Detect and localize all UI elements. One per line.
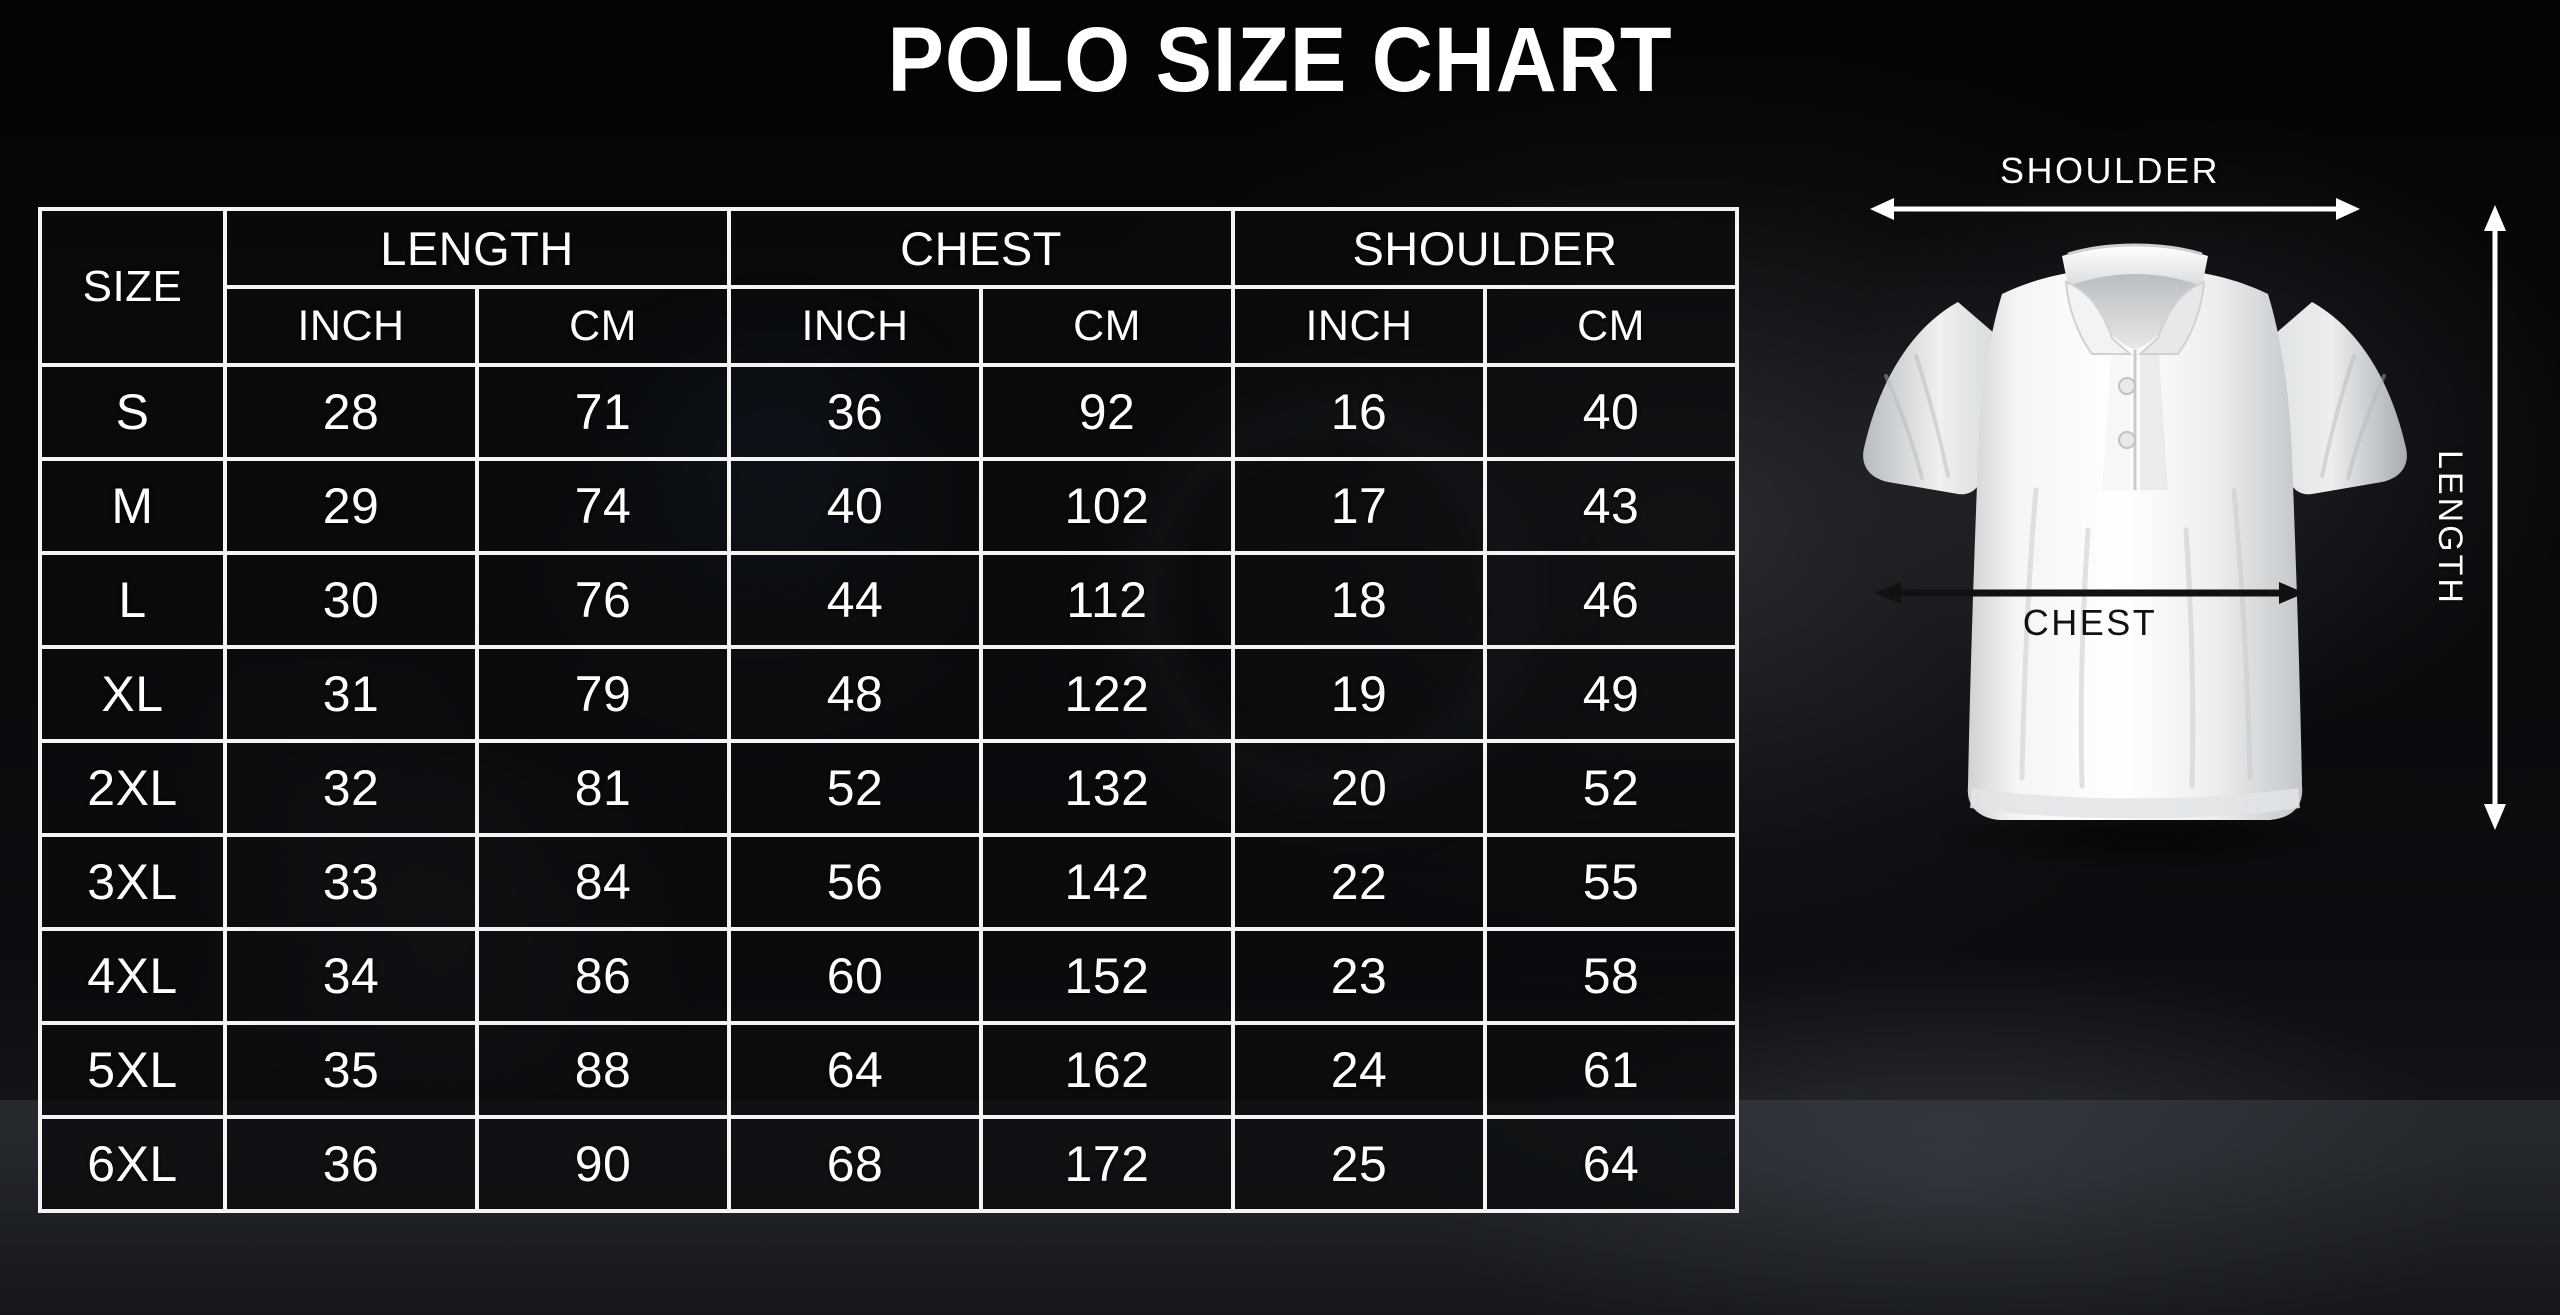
table-row: 3XL 33 84 56 142 22 55 <box>38 833 1740 931</box>
cell-size: 2XL <box>38 739 227 837</box>
header-chest-inch: INCH <box>727 285 984 367</box>
cell-length-cm: 84 <box>474 833 732 931</box>
cell-chest-cm: 102 <box>979 457 1236 555</box>
cell-length-cm: 79 <box>474 645 732 743</box>
header-group-shoulder: SHOULDER <box>1231 207 1740 289</box>
cell-shoulder-inch: 23 <box>1231 927 1488 1025</box>
page-title: POLO SIZE CHART <box>887 9 1673 111</box>
chest-arrow-icon <box>1875 582 2305 604</box>
cell-length-inch: 31 <box>223 645 479 743</box>
table-row: 4XL 34 86 60 152 23 58 <box>38 927 1740 1025</box>
cell-shoulder-cm: 52 <box>1483 739 1740 837</box>
cell-shoulder-cm: 40 <box>1483 363 1740 461</box>
cell-chest-inch: 56 <box>727 833 984 931</box>
cell-shoulder-inch: 16 <box>1231 363 1488 461</box>
cell-chest-inch: 40 <box>727 457 984 555</box>
header-chest-cm: CM <box>979 285 1236 367</box>
size-table-container: SIZE LENGTH CHEST SHOULDER INCH CM INCH … <box>38 207 1740 1213</box>
cell-length-inch: 36 <box>223 1115 479 1213</box>
length-measure-label: LENGTH <box>2431 450 2469 606</box>
cell-chest-inch: 52 <box>727 739 984 837</box>
cell-chest-inch: 44 <box>727 551 984 649</box>
header-group-length: LENGTH <box>222 207 732 289</box>
table-row: S 28 71 36 92 16 40 <box>38 363 1740 461</box>
cell-chest-inch: 68 <box>727 1115 984 1213</box>
cell-size: 4XL <box>38 927 227 1025</box>
header-shoulder-cm: CM <box>1483 285 1740 367</box>
cell-length-cm: 90 <box>474 1115 732 1213</box>
cell-shoulder-cm: 55 <box>1483 833 1740 931</box>
cell-length-inch: 35 <box>223 1021 479 1119</box>
chest-measure-label: CHEST <box>2022 602 2158 643</box>
cell-chest-cm: 142 <box>979 833 1236 931</box>
cell-chest-inch: 36 <box>727 363 984 461</box>
cell-size: 3XL <box>38 833 227 931</box>
header-length-cm: CM <box>474 285 732 367</box>
table-row: 5XL 35 88 64 162 24 61 <box>38 1021 1740 1119</box>
header-shoulder-inch: INCH <box>1231 285 1488 367</box>
cell-shoulder-cm: 49 <box>1483 645 1740 743</box>
cell-shoulder-cm: 58 <box>1483 927 1740 1025</box>
cell-length-inch: 32 <box>223 739 479 837</box>
table-row: L 30 76 44 112 18 46 <box>38 551 1740 649</box>
cell-chest-inch: 48 <box>727 645 984 743</box>
header-group-chest: CHEST <box>727 207 1236 289</box>
cell-chest-cm: 132 <box>979 739 1236 837</box>
cell-length-cm: 74 <box>474 457 732 555</box>
cell-length-inch: 30 <box>223 551 479 649</box>
table-row: XL 31 79 48 122 19 49 <box>38 645 1740 743</box>
cell-shoulder-cm: 43 <box>1483 457 1740 555</box>
size-table: SIZE LENGTH CHEST SHOULDER INCH CM INCH … <box>38 207 1740 1213</box>
cell-shoulder-cm: 64 <box>1483 1115 1740 1213</box>
table-row: 2XL 32 81 52 132 20 52 <box>38 739 1740 837</box>
cell-shoulder-cm: 46 <box>1483 551 1740 649</box>
cell-size: S <box>38 363 227 461</box>
garment-illustration: SHOULDER CHEST LENGTH <box>1770 150 2530 1270</box>
cell-chest-inch: 64 <box>727 1021 984 1119</box>
length-arrow-icon <box>2484 205 2506 830</box>
shoulder-arrow-icon <box>1870 198 2360 220</box>
cell-chest-cm: 172 <box>979 1115 1236 1213</box>
table-row: M 29 74 40 102 17 43 <box>38 457 1740 555</box>
header-size: SIZE <box>38 207 227 367</box>
cell-length-cm: 81 <box>474 739 732 837</box>
cell-shoulder-inch: 20 <box>1231 739 1488 837</box>
table-header: SIZE LENGTH CHEST SHOULDER INCH CM INCH … <box>38 207 1740 367</box>
cell-length-cm: 71 <box>474 363 732 461</box>
table-body: S 28 71 36 92 16 40 M 29 74 40 102 17 43 L 30 76 44 112 18 4… <box>38 363 1740 1213</box>
cell-shoulder-inch: 19 <box>1231 645 1488 743</box>
cell-size: M <box>38 457 227 555</box>
cell-length-inch: 29 <box>223 457 479 555</box>
cell-chest-cm: 92 <box>979 363 1236 461</box>
cell-chest-cm: 162 <box>979 1021 1236 1119</box>
header-length-inch: INCH <box>223 285 479 367</box>
cell-shoulder-inch: 22 <box>1231 833 1488 931</box>
table-group-header-row: SIZE LENGTH CHEST SHOULDER <box>38 207 1740 367</box>
cell-length-inch: 33 <box>223 833 479 931</box>
cell-shoulder-inch: 18 <box>1231 551 1488 649</box>
cell-shoulder-inch: 17 <box>1231 457 1488 555</box>
cell-chest-cm: 122 <box>979 645 1236 743</box>
cell-shoulder-inch: 25 <box>1231 1115 1488 1213</box>
cell-length-inch: 28 <box>223 363 479 461</box>
cell-chest-cm: 152 <box>979 927 1236 1025</box>
cell-length-cm: 88 <box>474 1021 732 1119</box>
cell-chest-cm: 112 <box>979 551 1236 649</box>
cell-length-inch: 34 <box>223 927 479 1025</box>
table-unit-header-row: INCH CM INCH CM INCH CM <box>40 285 1740 367</box>
polo-shirt-illustration <box>1863 243 2407 872</box>
cell-shoulder-inch: 24 <box>1231 1021 1488 1119</box>
cell-chest-inch: 60 <box>727 927 984 1025</box>
cell-size: 6XL <box>38 1115 227 1213</box>
cell-length-cm: 76 <box>474 551 732 649</box>
cell-length-cm: 86 <box>474 927 732 1025</box>
cell-size: XL <box>38 645 227 743</box>
cell-shoulder-cm: 61 <box>1483 1021 1740 1119</box>
cell-size: 5XL <box>38 1021 227 1119</box>
shoulder-measure-label: SHOULDER <box>1999 150 2221 191</box>
table-row: 6XL 36 90 68 172 25 64 <box>38 1115 1740 1213</box>
cell-size: L <box>38 551 227 649</box>
